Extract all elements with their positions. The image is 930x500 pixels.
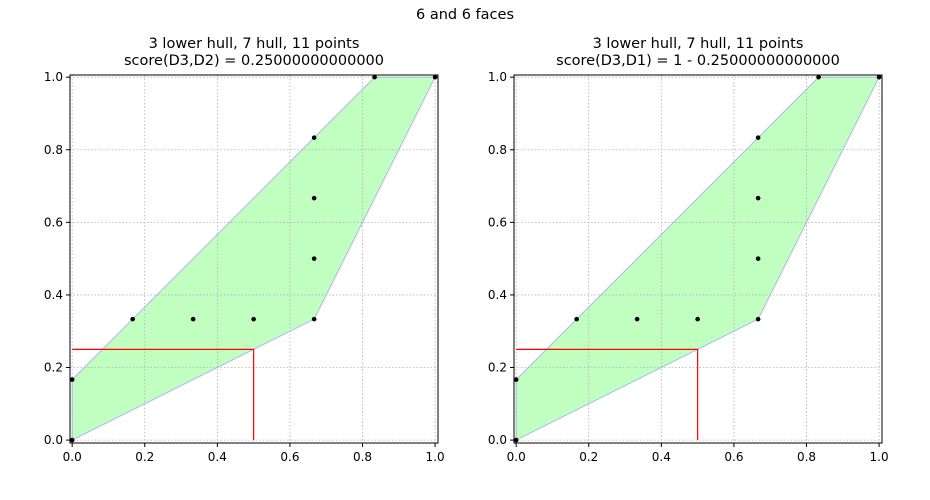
right-x-tick-label: 0.6 [724, 450, 743, 464]
right-data-point [513, 437, 519, 443]
left-x-tick-label: 0.2 [135, 450, 154, 464]
left-y-tick-label: 0.2 [44, 361, 63, 375]
left-data-point [311, 135, 317, 140]
right-axes-frame [513, 74, 883, 444]
left-score-line [72, 348, 255, 441]
left-data-point [372, 74, 377, 80]
left-plot-subtitle: score(D3,D2) = 0.25000000000000 [123, 53, 385, 69]
right-y-tick-label: 0.8 [488, 143, 507, 157]
right-data-point [695, 316, 700, 322]
right-x-tick-label: 0.0 [507, 450, 526, 464]
right-score-line [516, 348, 699, 441]
left-plot-title-block: 3 lower hull, 7 hull, 11 points score(D3… [70, 36, 438, 70]
right-data-point [755, 316, 761, 322]
left-data-point [432, 74, 438, 80]
right-plot-title: 3 lower hull, 7 hull, 11 points [592, 36, 804, 52]
right-data-point [876, 74, 882, 80]
right-y-tick-label: 0.2 [488, 361, 507, 375]
left-x-tick-label: 0.8 [353, 450, 372, 464]
figure-suptitle: 6 and 6 faces [416, 7, 514, 23]
right-y-tick-label: 0.0 [488, 433, 507, 447]
left-data-point [251, 316, 256, 322]
left-y-tick-label: 0.6 [44, 215, 63, 229]
right-data-point [755, 195, 761, 201]
right-data-point [816, 74, 821, 80]
left-data-point [311, 316, 317, 322]
right-x-tick-label: 1.0 [870, 450, 889, 464]
right-data-point [755, 256, 761, 261]
left-x-tick-label: 0.6 [280, 450, 299, 464]
left-x-tick-label: 1.0 [426, 450, 445, 464]
right-plot-subtitle: score(D3,D1) = 1 - 0.25000000000000 [556, 53, 840, 69]
left-data-point [311, 256, 317, 261]
right-x-tick-label: 0.2 [579, 450, 598, 464]
left-y-tick-label: 0.4 [44, 288, 63, 302]
left-data-point [311, 195, 317, 201]
right-x-tick-label: 0.8 [797, 450, 816, 464]
left-y-tick-label: 0.8 [44, 143, 63, 157]
right-data-point [755, 135, 761, 140]
left-y-tick-label: 1.0 [44, 70, 63, 84]
right-y-tick-label: 0.6 [488, 215, 507, 229]
left-y-tick-label: 0.0 [44, 433, 63, 447]
right-data-point [634, 316, 640, 322]
right-y-tick-label: 0.4 [488, 288, 507, 302]
right-data-point [513, 377, 519, 382]
right-data-point [574, 316, 579, 322]
right-plot-title-block: 3 lower hull, 7 hull, 11 points score(D3… [514, 36, 882, 70]
left-data-point [69, 437, 75, 443]
left-plot-title: 3 lower hull, 7 hull, 11 points [148, 36, 360, 52]
left-x-tick-label: 0.4 [208, 450, 227, 464]
left-axes-frame [69, 74, 439, 444]
left-data-point [130, 316, 135, 322]
left-data-point [69, 377, 75, 382]
left-x-tick-label: 0.0 [63, 450, 82, 464]
right-y-tick-label: 1.0 [488, 70, 507, 84]
left-data-point [190, 316, 196, 322]
right-x-tick-label: 0.4 [652, 450, 671, 464]
